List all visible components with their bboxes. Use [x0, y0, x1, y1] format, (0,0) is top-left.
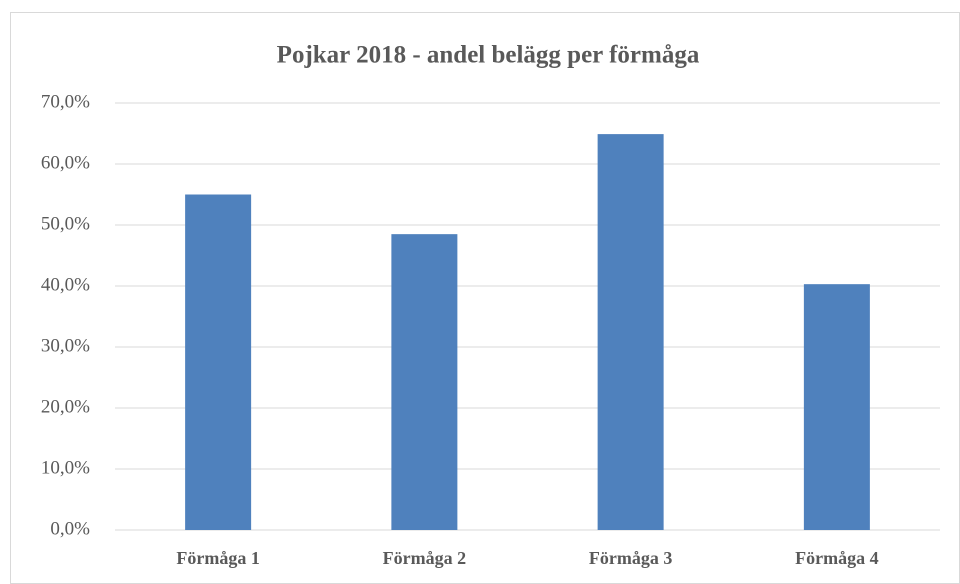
chart-title: Pojkar 2018 - andel belägg per förmåga — [277, 42, 700, 69]
y-tick-label: 50,0% — [41, 213, 90, 234]
x-tick-label: Förmåga 2 — [383, 548, 466, 568]
bar — [391, 234, 458, 530]
y-tick-label: 60,0% — [41, 152, 90, 173]
x-tick-label: Förmåga 3 — [589, 548, 672, 568]
bar — [185, 194, 252, 530]
y-tick-label: 20,0% — [41, 396, 90, 417]
bar — [597, 134, 664, 531]
y-tick-label: 30,0% — [41, 335, 90, 356]
y-tick-label: 0,0% — [50, 518, 90, 539]
chart-border — [10, 12, 960, 584]
x-tick-label: Förmåga 1 — [176, 548, 259, 568]
y-tick-label: 10,0% — [41, 457, 90, 478]
y-tick-label: 70,0% — [41, 91, 90, 112]
y-tick-label: 40,0% — [41, 274, 90, 295]
x-tick-label: Förmåga 4 — [795, 548, 878, 568]
bar — [803, 284, 870, 530]
